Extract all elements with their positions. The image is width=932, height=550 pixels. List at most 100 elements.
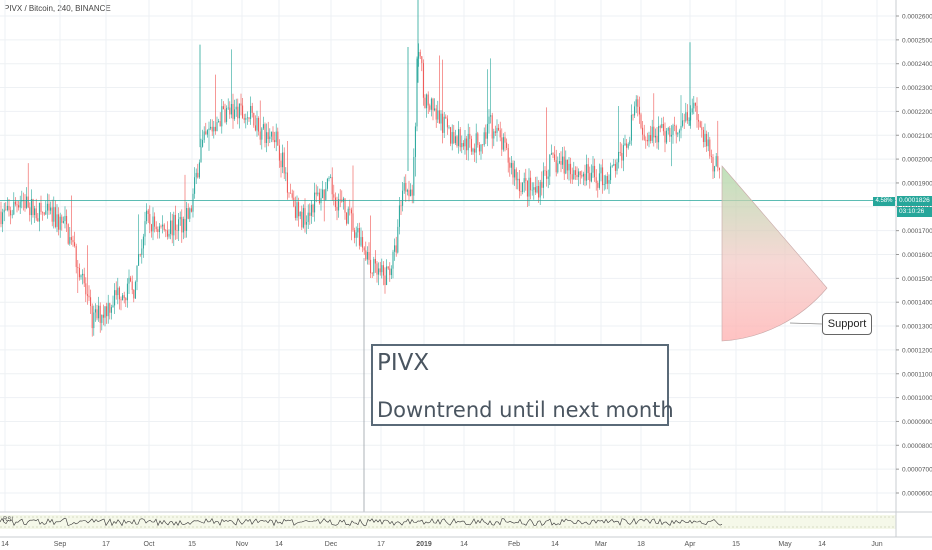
candle-body [154, 216, 156, 227]
candle-body [371, 273, 373, 274]
candle-body [661, 123, 663, 128]
candle-body [165, 230, 167, 231]
candle-body [658, 126, 660, 143]
candle-body [243, 117, 245, 120]
time-tick-label: 14 [818, 541, 826, 548]
candle-body [522, 182, 524, 192]
candle-body [693, 102, 695, 109]
candle-body [2, 212, 4, 225]
candle-body [560, 161, 562, 165]
candle-body [45, 210, 47, 215]
time-tick-label: 14 [275, 541, 283, 548]
candle-body [443, 116, 445, 133]
candle-body [5, 209, 7, 211]
candle-body [650, 135, 652, 141]
candle-body [696, 105, 698, 120]
candle-body [595, 177, 597, 183]
candle-body [331, 177, 333, 195]
candle-body [565, 159, 567, 174]
candle-body [654, 135, 656, 138]
candle-body [202, 139, 204, 147]
candle-body [475, 133, 477, 153]
candle-body [32, 198, 34, 216]
candle-body [43, 212, 45, 215]
candle-body [325, 188, 327, 200]
candle-body [104, 306, 106, 318]
candle-body [466, 138, 468, 151]
candle-body [251, 105, 253, 113]
candle-body [394, 245, 396, 252]
candle-body [176, 230, 178, 231]
candle-body [376, 263, 378, 275]
candle-body [162, 224, 164, 227]
candle-body [365, 250, 367, 260]
candle-body [181, 216, 183, 233]
candle-body [267, 132, 269, 140]
candle-body [621, 153, 623, 161]
candle-body [18, 205, 20, 208]
candle-body [85, 283, 87, 295]
candle-body [474, 148, 476, 153]
price-tick-label: 0.0001700 [902, 228, 932, 235]
time-tick-label: Nov [236, 541, 249, 548]
candle-body [234, 109, 236, 119]
candle-body [224, 109, 226, 122]
candle-body [102, 314, 104, 318]
time-tick-label: 15 [732, 541, 740, 548]
candle-body [72, 240, 74, 243]
candle-body [157, 229, 159, 233]
candle-body [698, 119, 700, 122]
candle-body [459, 129, 461, 148]
candle-body [451, 132, 453, 144]
candle-body [590, 172, 592, 182]
candle-body [312, 204, 314, 213]
candle-body [333, 194, 335, 198]
rsi-line [0, 517, 723, 527]
candle-body [34, 208, 36, 216]
candle-body [438, 110, 440, 124]
candle-body [358, 228, 360, 246]
candle-body [582, 173, 584, 177]
candle-body [520, 191, 522, 192]
candle-body [685, 112, 687, 122]
candle-body [368, 251, 370, 260]
candle-body [373, 259, 375, 274]
candle-body [160, 226, 162, 227]
candle-body [339, 199, 341, 200]
candle-body [669, 128, 671, 137]
candle-body [187, 208, 189, 219]
candle-body [130, 277, 132, 282]
candle-body [624, 143, 626, 146]
candle-body [381, 265, 383, 273]
candle-body [419, 51, 421, 57]
annotation-box[interactable]: PIVX Downtrend until next month [371, 344, 674, 426]
candle-body [670, 134, 672, 137]
candle-body [688, 120, 690, 121]
candle-body [694, 102, 696, 106]
candle-body [395, 245, 397, 253]
candle-body [485, 132, 487, 139]
candle-body [344, 198, 346, 213]
candle-body [323, 189, 325, 200]
candlestick-series [0, 0, 720, 337]
candle-body [629, 140, 631, 145]
candle-body [206, 130, 208, 135]
candle-body [58, 214, 60, 230]
candle-body [280, 160, 282, 168]
candle-body [525, 178, 527, 181]
price-tick-label: 0.0002300 [902, 85, 932, 92]
candle-body [707, 139, 709, 147]
candle-body [677, 132, 679, 135]
support-callout[interactable]: Support [822, 313, 872, 335]
candle-body [120, 299, 122, 301]
candle-body [662, 123, 664, 132]
candle-body [379, 268, 381, 273]
candle-body [530, 177, 532, 191]
candle-body [674, 125, 676, 126]
candle-body [514, 169, 516, 178]
candle-body [413, 156, 415, 196]
candle-body [558, 161, 560, 164]
candle-body [515, 169, 517, 181]
candle-body [101, 314, 103, 323]
